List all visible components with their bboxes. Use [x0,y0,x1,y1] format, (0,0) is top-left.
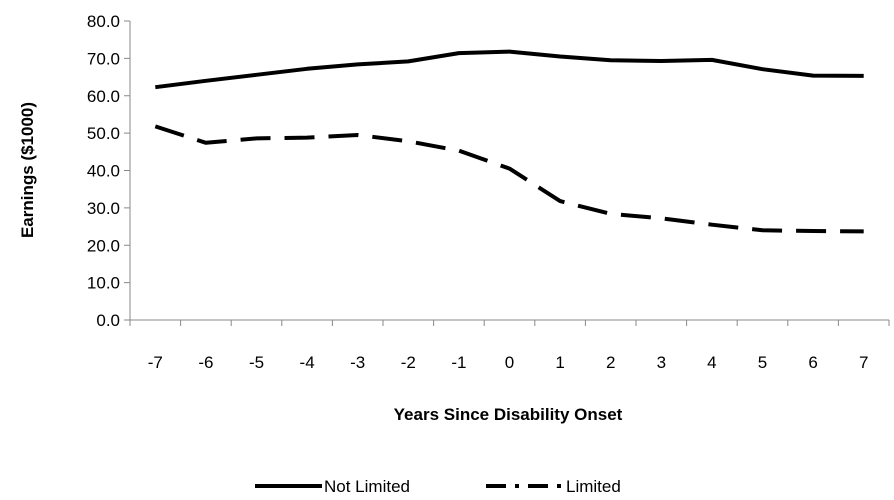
series-line-not-limited [155,49,864,90]
y-tick-label: 40.0 [87,162,120,181]
x-tick-label: 4 [707,353,716,372]
y-tick-label: 80.0 [87,12,120,31]
series-lines [154,49,864,234]
x-tick-label: -6 [198,353,213,372]
legend: Not Limited Limited [255,477,621,496]
x-tick-label: 5 [758,353,767,372]
x-tick-label: -5 [249,353,264,372]
y-tick-label: 20.0 [87,236,120,255]
y-tick-label: 10.0 [87,274,120,293]
x-tick-label: -2 [401,353,416,372]
y-axis-title: Earnings ($1000) [18,102,37,238]
x-tick-label: 0 [505,353,514,372]
y-tick-label: 0.0 [96,311,120,330]
x-axis-title: Years Since Disability Onset [394,405,623,424]
x-tick-label: 6 [808,353,817,372]
y-axis-ticks: 0.0 10.0 20.0 30.0 40.0 50.0 60.0 70.0 80.0 [87,12,130,330]
x-tick-label: -7 [148,353,163,372]
x-tick-label: -3 [350,353,365,372]
legend-label-limited: Limited [566,477,621,496]
x-tick-label: 7 [859,353,868,372]
x-axis-ticks: -7 -6 -5 -4 -3 -2 -1 0 1 2 3 4 5 6 7 [129,320,890,372]
x-tick-label: -1 [451,353,466,372]
y-tick-label: 50.0 [87,124,120,143]
legend-label-not-limited: Not Limited [324,477,410,496]
x-tick-label: -4 [300,353,315,372]
x-tick-label: 1 [555,353,564,372]
x-tick-label: 3 [657,353,666,372]
series-line-limited [154,124,864,234]
y-tick-label: 30.0 [87,199,120,218]
y-tick-label: 70.0 [87,49,120,68]
x-tick-label: 2 [606,353,615,372]
y-tick-label: 60.0 [87,87,120,106]
